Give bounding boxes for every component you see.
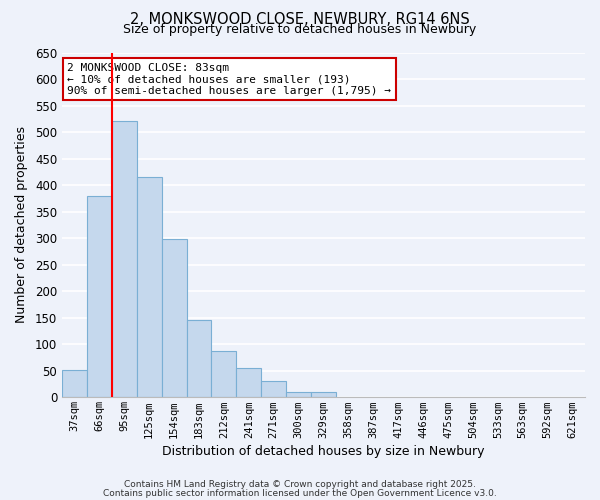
Text: 2 MONKSWOOD CLOSE: 83sqm
← 10% of detached houses are smaller (193)
90% of semi-: 2 MONKSWOOD CLOSE: 83sqm ← 10% of detach… <box>67 63 391 96</box>
Text: Size of property relative to detached houses in Newbury: Size of property relative to detached ho… <box>124 22 476 36</box>
Text: 2, MONKSWOOD CLOSE, NEWBURY, RG14 6NS: 2, MONKSWOOD CLOSE, NEWBURY, RG14 6NS <box>130 12 470 28</box>
Bar <box>211 351 236 398</box>
Bar <box>87 196 112 398</box>
Bar <box>311 392 336 398</box>
Bar <box>286 392 311 398</box>
Bar <box>236 368 261 398</box>
X-axis label: Distribution of detached houses by size in Newbury: Distribution of detached houses by size … <box>162 444 485 458</box>
Bar <box>62 370 87 398</box>
Bar <box>261 382 286 398</box>
Text: Contains HM Land Registry data © Crown copyright and database right 2025.: Contains HM Land Registry data © Crown c… <box>124 480 476 489</box>
Bar <box>112 122 137 398</box>
Bar <box>187 320 211 398</box>
Bar <box>161 239 187 398</box>
Bar <box>137 177 161 398</box>
Text: Contains public sector information licensed under the Open Government Licence v3: Contains public sector information licen… <box>103 488 497 498</box>
Y-axis label: Number of detached properties: Number of detached properties <box>15 126 28 324</box>
